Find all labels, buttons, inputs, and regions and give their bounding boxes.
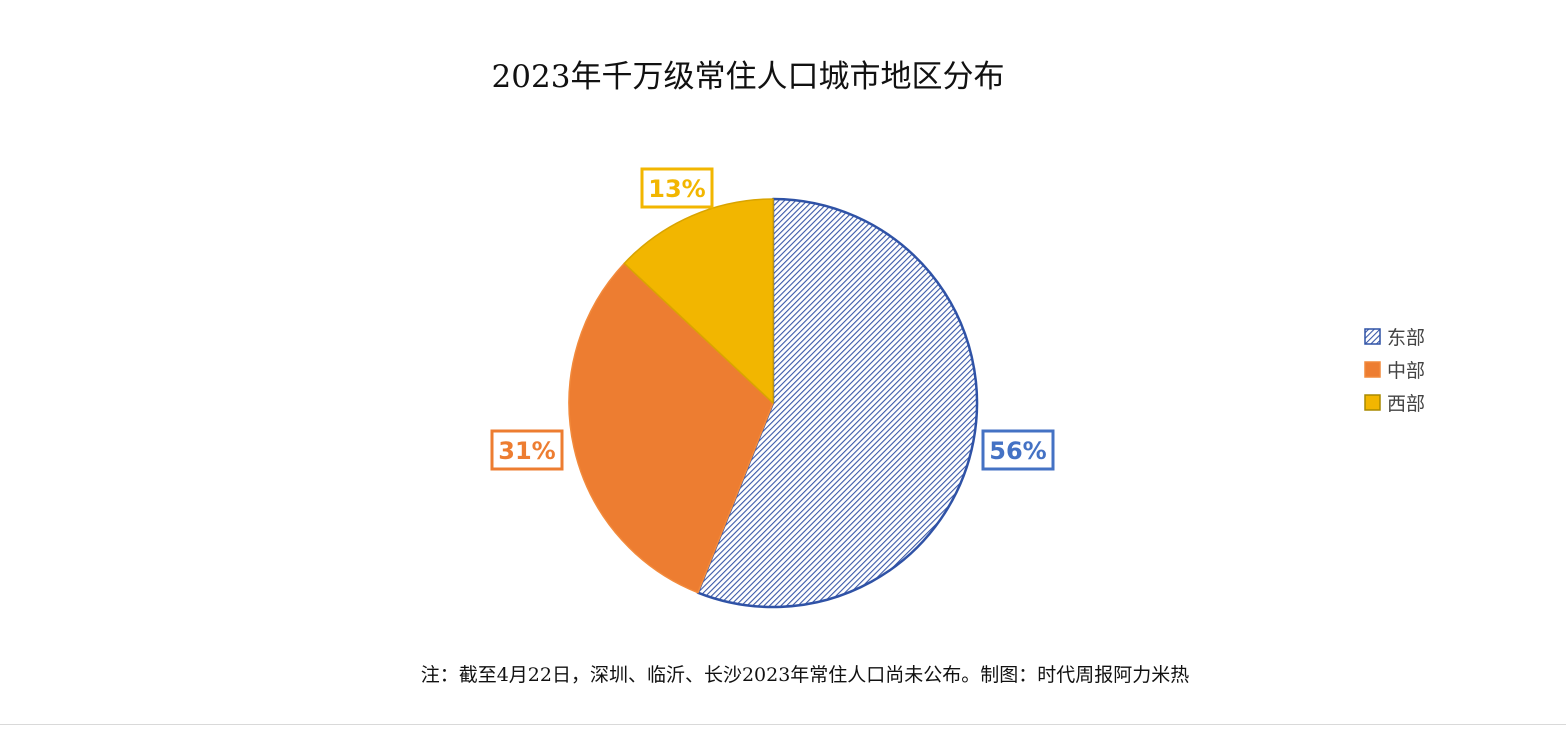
legend-item-3: 西部 [1364,393,1425,415]
data-label-text: 13% [648,175,705,203]
pie-slice-2 [568,262,774,594]
pie-slice-1 [696,197,979,609]
data-label-3: 13% [640,167,714,209]
data-label-box [640,167,714,209]
data-label-2: 31% [490,429,564,471]
legend-label: 西部 [1387,393,1425,415]
data-label-box [981,429,1055,471]
pie-slice-3 [623,198,774,404]
legend-label: 东部 [1387,327,1425,349]
bottom-divider [0,724,1566,725]
data-label-box [490,429,564,471]
pie-slices [568,197,979,609]
data-label-text: 56% [989,437,1046,465]
legend-swatch [1364,361,1381,378]
data-labels: 56% 31% 13% [490,167,1055,471]
data-label-text: 31% [498,437,555,465]
legend-item-2: 中部 [1364,360,1425,382]
legend-label: 中部 [1387,360,1425,382]
chart-note: 注：截至4月22日，深圳、临沂、长沙2023年常住人口尚未公布。制图：时代周报阿… [421,664,1190,686]
chart-title: 2023年千万级常住人口城市地区分布 [492,59,1005,95]
legend-swatch [1364,328,1381,345]
legend-item-1: 东部 [1364,327,1425,349]
data-label-1: 56% [981,429,1055,471]
legend-swatch [1364,394,1381,411]
